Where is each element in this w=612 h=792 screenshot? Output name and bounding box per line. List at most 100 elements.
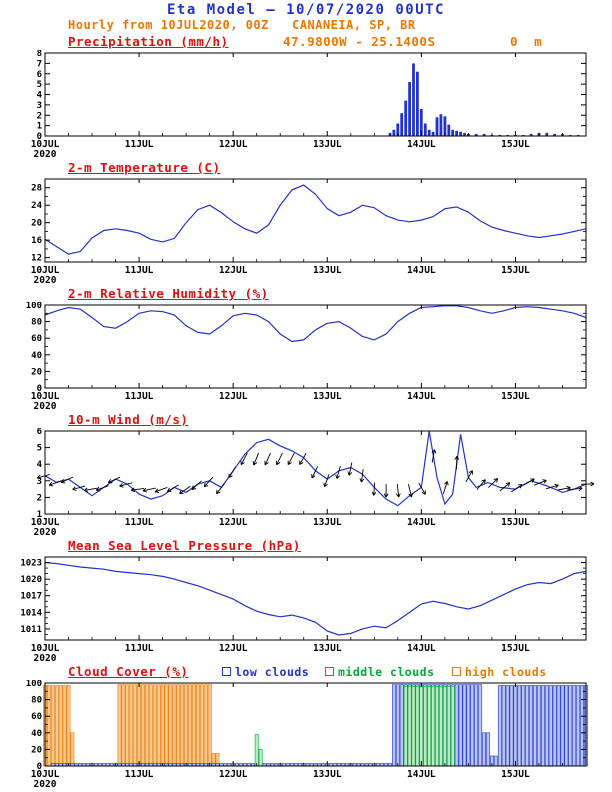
svg-text:60: 60: [31, 334, 42, 344]
svg-text:15JUL: 15JUL: [501, 391, 530, 402]
svg-text:12JUL: 12JUL: [219, 391, 248, 402]
legend-high-clouds-label: high clouds: [465, 665, 547, 679]
svg-text:11JUL: 11JUL: [125, 139, 154, 150]
svg-text:10JUL: 10JUL: [31, 643, 60, 654]
svg-text:12: 12: [31, 254, 42, 264]
svg-text:12JUL: 12JUL: [219, 769, 248, 780]
page-subtitle: Hourly from 10JUL2020, 00Z CANANEIA, SP,…: [68, 18, 416, 32]
svg-text:20: 20: [31, 745, 42, 755]
panel-temperature: 2-m Temperature (C) 12 16 20 24 28 10JUL 2020 1…: [0, 159, 612, 285]
svg-text:24: 24: [31, 201, 42, 211]
svg-text:20: 20: [31, 367, 42, 377]
svg-text:1014: 1014: [20, 608, 42, 618]
panel-title-humidity: 2-m Relative Humidity (%): [68, 286, 269, 301]
page-title: Eta Model – 10/07/2020 00UTC: [166, 2, 445, 18]
legend-high-clouds: high clouds: [452, 665, 547, 679]
station-elevation: 0 m: [510, 34, 543, 49]
svg-text:11JUL: 11JUL: [125, 391, 154, 402]
panel-wind: 10-m Wind (m/s) 1 2 3 4 5 6 10JUL 2020 11JUL 12JU…: [0, 411, 612, 537]
panel-precipitation: Precipitation (mm/h) 47.9800W - 25.1400S…: [0, 33, 612, 159]
svg-text:10JUL: 10JUL: [31, 139, 60, 150]
panel-titlebar-pressure: Mean Sea Level Pressure (hPa): [0, 537, 612, 554]
svg-text:11JUL: 11JUL: [125, 265, 154, 276]
svg-text:4: 4: [37, 460, 43, 470]
svg-text:11JUL: 11JUL: [125, 517, 154, 528]
panel-cloud-cover: Cloud Cover (%) low clouds middle clouds…: [0, 663, 612, 789]
svg-text:2020: 2020: [34, 275, 57, 285]
svg-text:40: 40: [31, 729, 42, 739]
svg-text:13JUL: 13JUL: [313, 391, 342, 402]
panel-titlebar-wind: 10-m Wind (m/s): [0, 411, 612, 428]
svg-text:15JUL: 15JUL: [501, 643, 530, 654]
legend-low-clouds: low clouds: [222, 665, 309, 679]
svg-text:14JUL: 14JUL: [407, 139, 436, 150]
low-clouds-swatch-icon: [222, 667, 231, 676]
svg-text:14JUL: 14JUL: [407, 769, 436, 780]
panel-titlebar-humidity: 2-m Relative Humidity (%): [0, 285, 612, 302]
svg-text:11JUL: 11JUL: [125, 769, 154, 780]
svg-text:15JUL: 15JUL: [501, 517, 530, 528]
svg-text:12JUL: 12JUL: [219, 139, 248, 150]
svg-text:10JUL: 10JUL: [31, 769, 60, 780]
svg-text:2020: 2020: [34, 149, 57, 159]
svg-text:4: 4: [37, 91, 43, 101]
svg-text:12JUL: 12JUL: [219, 643, 248, 654]
legend-low-clouds-label: low clouds: [235, 665, 310, 679]
svg-text:40: 40: [31, 351, 42, 361]
svg-text:12JUL: 12JUL: [219, 517, 248, 528]
svg-text:100: 100: [26, 680, 42, 689]
svg-text:14JUL: 14JUL: [407, 391, 436, 402]
svg-text:0: 0: [37, 762, 42, 772]
middle-clouds-swatch-icon: [325, 667, 334, 676]
svg-text:15JUL: 15JUL: [501, 769, 530, 780]
svg-text:15JUL: 15JUL: [501, 265, 530, 276]
svg-text:5: 5: [37, 80, 42, 90]
panel-title-cloud-cover: Cloud Cover (%): [68, 664, 189, 679]
panel-titlebar-cloud-cover: Cloud Cover (%) low clouds middle clouds…: [0, 663, 612, 680]
svg-text:2020: 2020: [34, 779, 57, 789]
svg-text:13JUL: 13JUL: [313, 769, 342, 780]
svg-text:2: 2: [37, 111, 42, 121]
svg-text:1023: 1023: [20, 559, 42, 569]
svg-text:2020: 2020: [34, 401, 57, 411]
svg-text:3: 3: [37, 477, 42, 487]
pressure-chart: 1011 1014 1017 1020 1023 10JUL2020 11JUL 12JUL 1…: [20, 556, 587, 663]
panel-titlebar-precipitation: Precipitation (mm/h) 47.9800W - 25.1400S…: [0, 33, 612, 50]
panel-title-pressure: Mean Sea Level Pressure (hPa): [68, 538, 301, 553]
svg-text:10JUL: 10JUL: [31, 517, 60, 528]
svg-text:10JUL: 10JUL: [31, 391, 60, 402]
svg-text:0: 0: [37, 384, 42, 394]
svg-text:13JUL: 13JUL: [313, 517, 342, 528]
svg-text:15JUL: 15JUL: [501, 139, 530, 150]
svg-text:2020: 2020: [34, 527, 57, 537]
svg-text:100: 100: [26, 302, 42, 311]
panel-pressure: Mean Sea Level Pressure (hPa) 1011 1014 10…: [0, 537, 612, 663]
svg-text:6: 6: [37, 70, 42, 80]
station-coordinates: 47.9800W - 25.1400S: [283, 34, 436, 49]
svg-text:8: 8: [37, 50, 42, 59]
cloud-cover-chart: 0 20 40 60 80 100 10JUL2020 11JUL 12JUL 13JUL 14JU…: [26, 680, 588, 789]
svg-text:10JUL: 10JUL: [31, 265, 60, 276]
panel-title-wind: 10-m Wind (m/s): [68, 412, 189, 427]
svg-text:13JUL: 13JUL: [313, 265, 342, 276]
svg-text:14JUL: 14JUL: [407, 517, 436, 528]
svg-text:7: 7: [37, 59, 42, 69]
svg-text:14JUL: 14JUL: [407, 265, 436, 276]
legend-middle-clouds: middle clouds: [325, 665, 435, 679]
svg-text:13JUL: 13JUL: [313, 643, 342, 654]
svg-text:1017: 1017: [20, 592, 42, 602]
svg-text:20: 20: [31, 219, 42, 229]
svg-text:2: 2: [37, 493, 42, 503]
svg-text:60: 60: [31, 712, 42, 722]
svg-text:14JUL: 14JUL: [407, 643, 436, 654]
svg-text:1: 1: [37, 122, 42, 132]
svg-text:6: 6: [37, 428, 42, 437]
svg-text:28: 28: [31, 184, 42, 194]
svg-text:2020: 2020: [34, 653, 57, 663]
svg-text:3: 3: [37, 101, 42, 111]
svg-text:80: 80: [31, 696, 42, 706]
temperature-chart: 12 16 20 24 28 10JUL2020 11JUL 12JUL 13JUL 14JUL 1…: [31, 178, 587, 285]
svg-text:1011: 1011: [20, 625, 42, 635]
